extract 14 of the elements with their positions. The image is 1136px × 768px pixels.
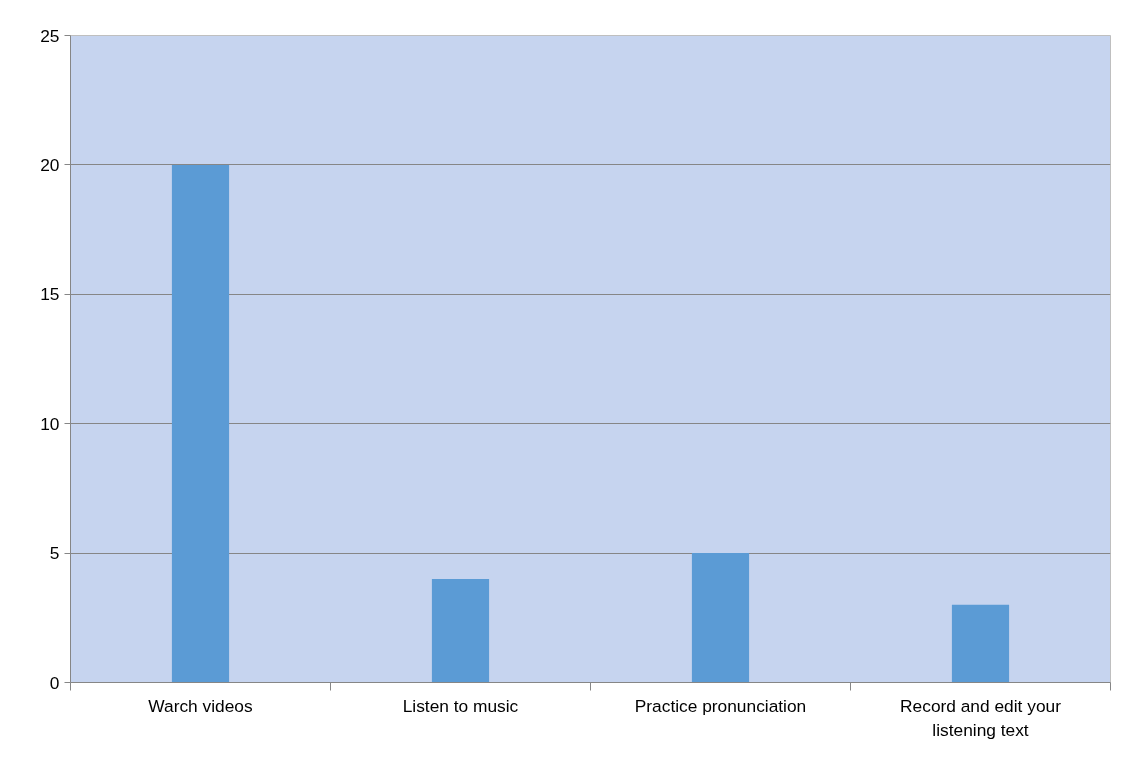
y-tick-label: 10 xyxy=(40,413,60,434)
y-tick-label: 20 xyxy=(40,154,60,175)
bar xyxy=(691,553,750,683)
x-tick-label: Record and edit your listening text xyxy=(900,695,1062,740)
x-tick-label: Warch videos xyxy=(148,695,253,716)
y-tick-label: 25 xyxy=(40,25,60,46)
y-tick-label: 0 xyxy=(49,672,60,693)
bar xyxy=(431,578,490,683)
bar xyxy=(171,164,230,683)
y-tick-label: 15 xyxy=(40,284,60,305)
y-tick-label: 5 xyxy=(49,543,60,564)
bar xyxy=(951,604,1010,683)
x-tick-label: Practice pronunciation xyxy=(634,695,807,716)
x-tick-label: Listen to music xyxy=(402,695,519,716)
